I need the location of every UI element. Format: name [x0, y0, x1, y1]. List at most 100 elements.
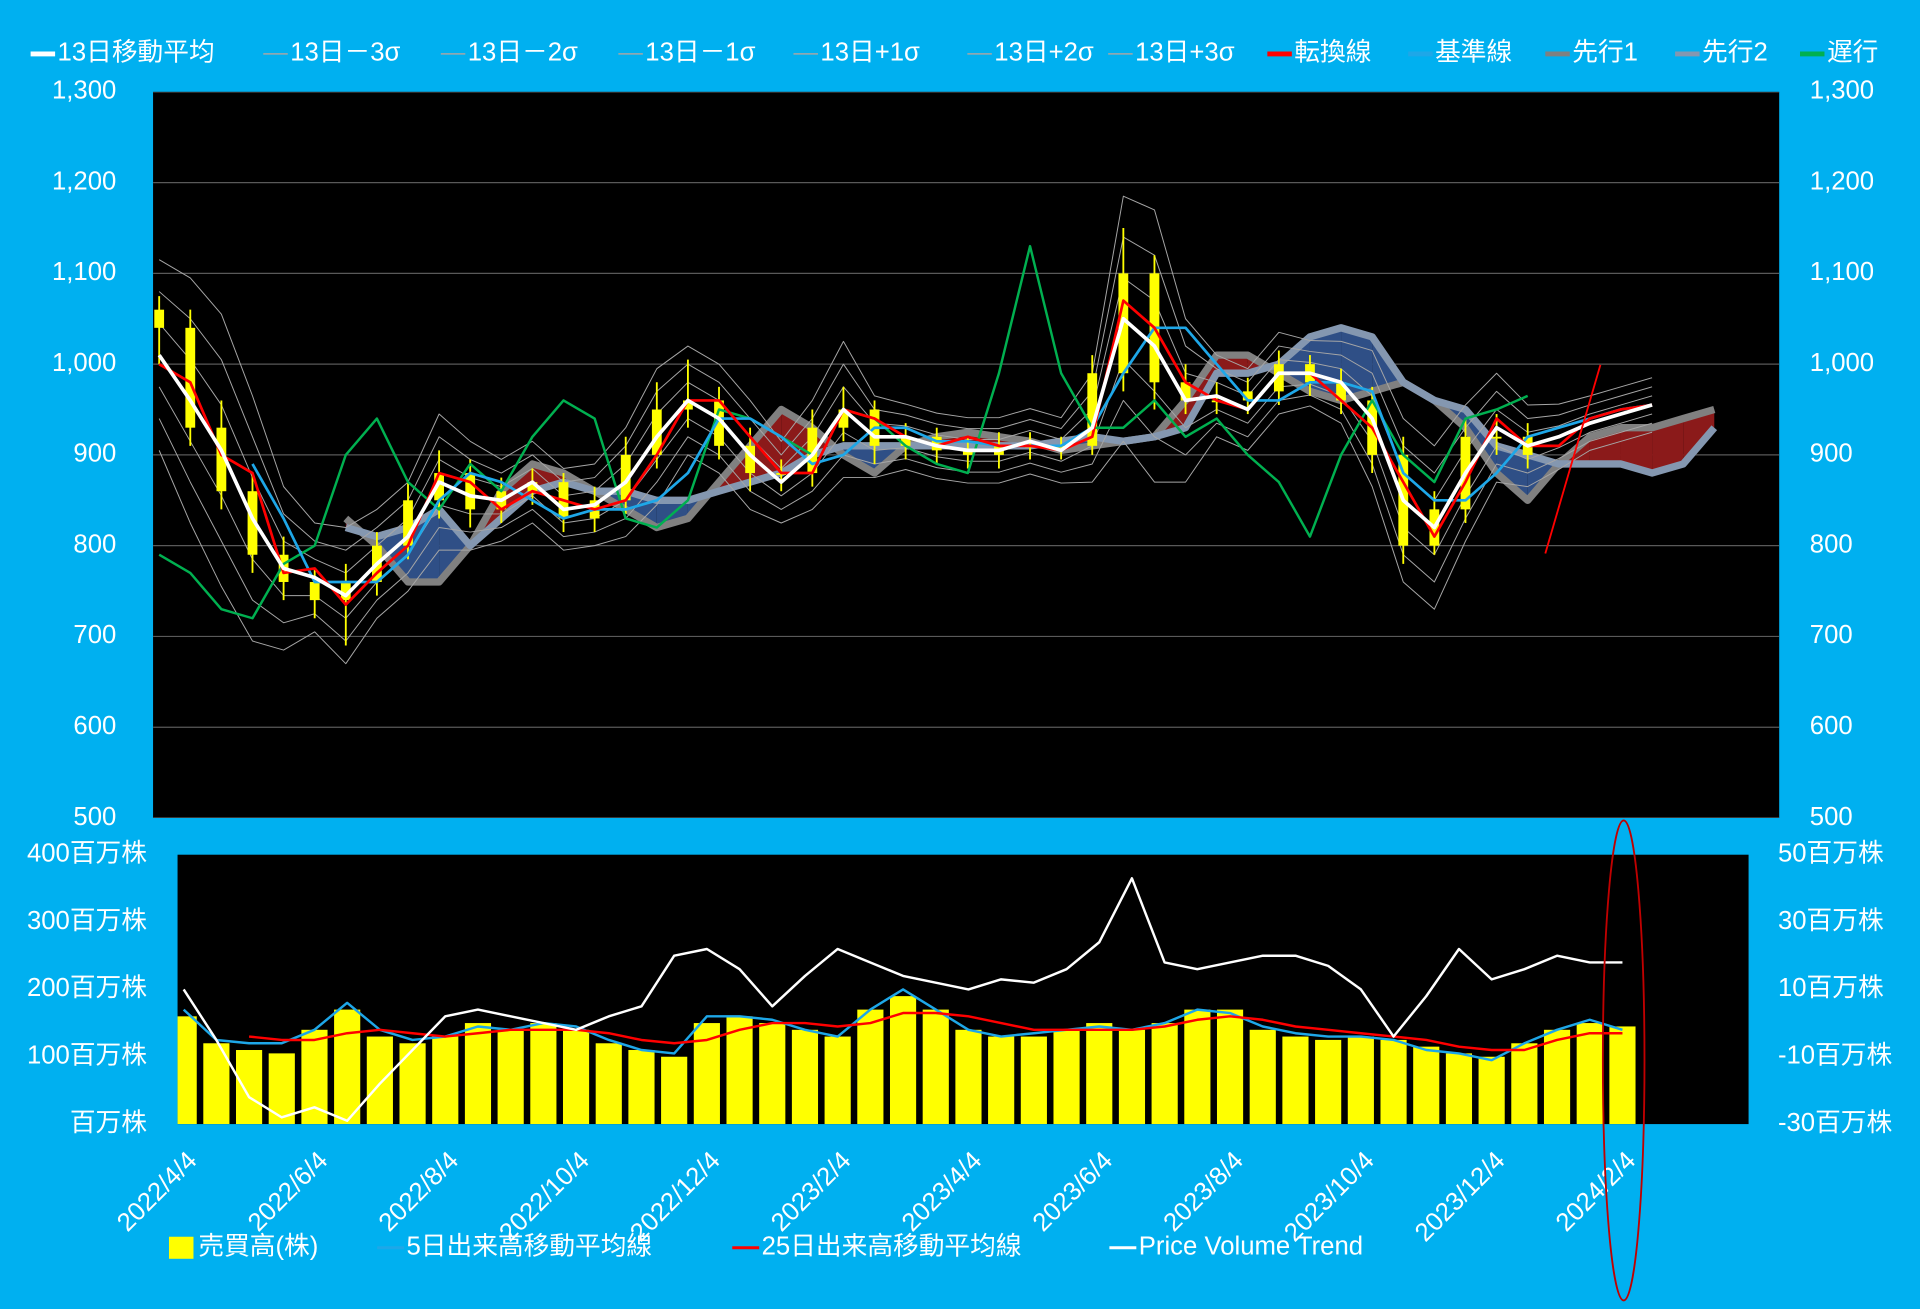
bar	[464, 1023, 492, 1125]
cloud-fill	[1496, 445, 1528, 501]
candle-body	[714, 400, 724, 446]
bar	[791, 1029, 819, 1125]
bar	[1151, 1023, 1178, 1125]
bar	[889, 996, 917, 1125]
bar	[1020, 1036, 1047, 1125]
y-tick-label: 1,200	[52, 167, 116, 195]
legend-label: 遅行	[1827, 38, 1878, 67]
legend-label: 先行1	[1572, 38, 1638, 67]
y-tick-label-right: 800	[1810, 530, 1853, 558]
bar	[955, 1029, 982, 1125]
candle-body	[1336, 382, 1346, 401]
y-tick-label: 500	[73, 803, 116, 831]
bar	[1347, 1036, 1374, 1125]
y-tick-label: 600	[73, 712, 116, 740]
bar	[1478, 1056, 1505, 1125]
candle-body	[900, 436, 911, 446]
candle-body	[1180, 382, 1191, 401]
candle-body	[1491, 436, 1502, 439]
bar	[497, 1029, 524, 1125]
bar	[759, 1023, 786, 1125]
bar	[399, 1043, 426, 1125]
bar	[1576, 1023, 1603, 1125]
trend-annotation	[1544, 364, 1602, 554]
candle-body	[154, 309, 165, 328]
y-tick-label: 1,300	[52, 77, 116, 105]
bar	[1282, 1036, 1309, 1125]
y-tick-label: 300百万株	[27, 906, 147, 935]
candle-body	[1087, 373, 1098, 446]
legend-label: 13日－2σ	[468, 39, 578, 67]
y-tick-label: 百万株	[70, 1108, 147, 1137]
y-tick-label-right: 900	[1810, 440, 1853, 468]
line-series	[158, 405, 1653, 665]
candle-body	[309, 581, 320, 601]
y-tick-label: 900	[73, 440, 116, 468]
bar	[177, 1016, 197, 1125]
candle-body	[247, 491, 258, 555]
bar	[857, 1009, 884, 1125]
candle-body	[527, 482, 538, 492]
bar	[988, 1036, 1015, 1125]
bar	[1413, 1046, 1440, 1125]
candle-body	[620, 454, 631, 501]
cloud-fill	[1216, 355, 1248, 374]
bar	[1216, 1009, 1244, 1125]
bar	[1053, 1029, 1080, 1125]
y2-tick-label: 30百万株	[1778, 906, 1884, 935]
candle-body	[962, 450, 973, 455]
bar	[334, 1009, 361, 1125]
bar	[661, 1056, 688, 1125]
y-tick-label-right: 1,100	[1810, 258, 1874, 286]
bar	[824, 1036, 851, 1125]
legend-label: 基準線	[1435, 38, 1512, 67]
legend-label: 転換線	[1294, 38, 1371, 67]
legend-label: 13日－3σ	[290, 39, 400, 67]
legend-label: 5日出来高移動平均線	[407, 1232, 653, 1261]
bar	[235, 1050, 263, 1125]
legend-label: 13日+1σ	[820, 39, 920, 67]
legend-label: 13日+3σ	[1135, 39, 1235, 67]
y2-tick-label: 50百万株	[1778, 839, 1884, 868]
bar	[628, 1050, 655, 1125]
candle-body	[931, 436, 942, 451]
y2-tick-label: -10百万株	[1778, 1041, 1893, 1070]
bar	[562, 1029, 590, 1125]
cloud-fill	[1652, 418, 1684, 474]
y-tick-label: 1,100	[52, 258, 116, 286]
candle-body	[1242, 391, 1253, 401]
line-series	[157, 316, 1653, 598]
bar	[366, 1036, 393, 1125]
bar	[1543, 1029, 1571, 1125]
y-tick-label: 100百万株	[27, 1041, 147, 1070]
y-tick-label: 700	[73, 621, 116, 649]
legend-label: 先行2	[1702, 38, 1768, 67]
candle-body	[745, 445, 756, 474]
y-tick-label-right: 1,000	[1810, 349, 1874, 377]
legend-label: 13日－1σ	[645, 39, 755, 67]
y-tick-label-right: 1,200	[1810, 167, 1874, 195]
y-tick-label-right: 700	[1810, 621, 1853, 649]
bar	[1445, 1053, 1473, 1125]
candle-body	[185, 327, 196, 428]
candle-body	[683, 400, 693, 410]
bar	[1315, 1039, 1342, 1125]
y-tick-label-right: 600	[1810, 712, 1853, 740]
bar	[922, 1009, 949, 1125]
y-tick-label: 200百万株	[27, 973, 147, 1002]
legend-label: 売買高(株)	[198, 1232, 318, 1261]
candle-body	[340, 581, 351, 601]
legend-marker	[168, 1236, 194, 1259]
candle-body	[1273, 364, 1284, 392]
legend-label: 13日+2σ	[994, 39, 1094, 67]
price-layer	[153, 91, 1780, 818]
y-tick-label: 1,000	[52, 349, 116, 377]
y-tick-label: 400百万株	[27, 839, 147, 868]
candle-body	[651, 409, 662, 455]
candle-body	[403, 500, 413, 546]
bar	[1609, 1026, 1636, 1125]
y-tick-label: 800	[73, 530, 116, 558]
y2-tick-label: 10百万株	[1778, 973, 1884, 1002]
